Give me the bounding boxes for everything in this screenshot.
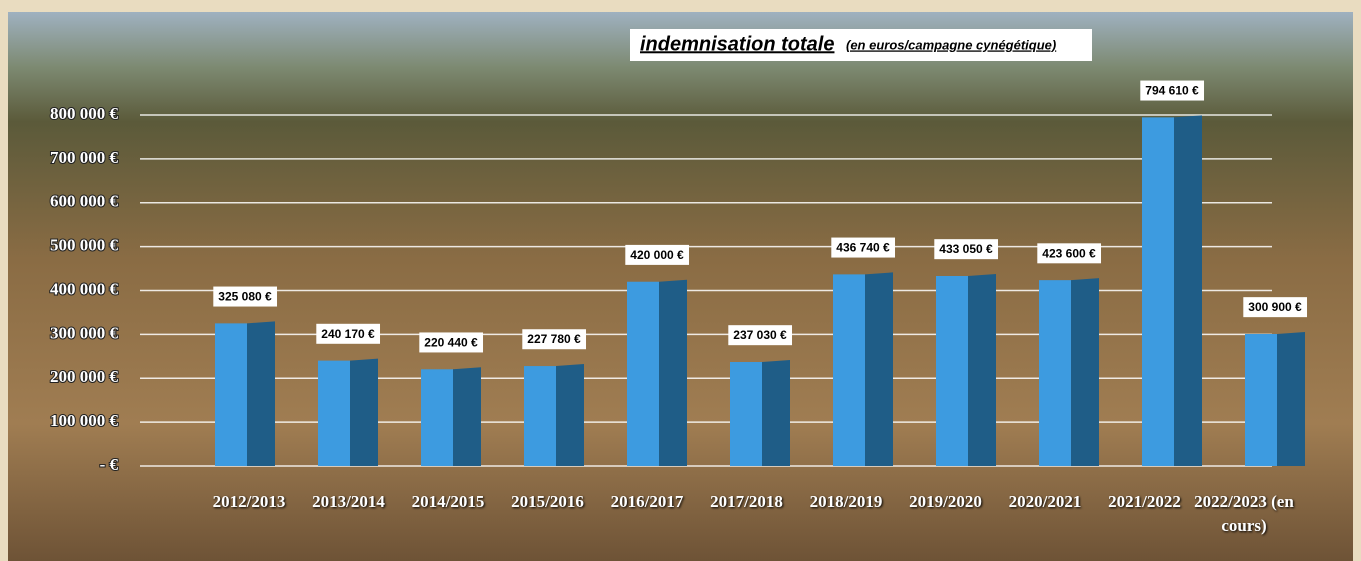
- data-label-box: [213, 286, 278, 307]
- data-label-box: [316, 323, 381, 344]
- y-tick-label: 200 000 €: [50, 367, 119, 386]
- bar: [1245, 333, 1277, 466]
- bar: [730, 362, 762, 466]
- bar: [215, 323, 247, 466]
- chart-subtitle: (en euros/campagne cynégétique): [846, 37, 1056, 52]
- title-box: [630, 29, 1092, 61]
- bar: [421, 369, 453, 466]
- bar-side: [659, 279, 687, 466]
- x-tick-label: 2019/2020: [909, 492, 982, 511]
- x-tick-label: 2021/2022: [1108, 492, 1181, 511]
- bar: [833, 274, 865, 466]
- bar: [936, 275, 968, 466]
- bar-side: [968, 273, 996, 466]
- bar: [627, 281, 659, 466]
- y-tick-label: - €: [100, 455, 119, 474]
- bar: [1039, 280, 1071, 466]
- data-label-box: [1140, 80, 1205, 101]
- x-tick-label: 2017/2018: [710, 492, 783, 511]
- y-tick-label: 400 000 €: [50, 279, 119, 298]
- data-label: 433 050 €: [939, 242, 993, 256]
- bar-side: [762, 360, 790, 466]
- bar-side: [865, 272, 893, 466]
- data-label: 237 030 €: [733, 328, 787, 342]
- data-label: 436 740 €: [836, 241, 890, 255]
- x-tick-label: 2020/2021: [1008, 492, 1082, 511]
- bar-side: [453, 367, 481, 466]
- data-label: 240 170 €: [321, 327, 375, 341]
- data-label: 227 780 €: [527, 332, 581, 346]
- y-tick-label: 300 000 €: [50, 323, 119, 342]
- bar-side: [350, 358, 378, 466]
- data-label-box: [625, 244, 690, 265]
- data-label-box: [419, 332, 484, 353]
- data-label: 420 000 €: [630, 248, 684, 262]
- y-tick-label: 500 000 €: [50, 236, 119, 255]
- bar-side: [1277, 331, 1305, 466]
- y-tick-label: 700 000 €: [50, 148, 119, 167]
- x-tick-label: 2015/2016: [511, 492, 584, 511]
- x-tick-label: 2013/2014: [312, 492, 385, 511]
- bar: [524, 366, 556, 466]
- bar-side: [556, 364, 584, 466]
- x-tick-label: 2022/2023 (en cours): [1194, 492, 1294, 535]
- y-tick-label: 600 000 €: [50, 192, 119, 211]
- chart-title: indemnisation totale: [640, 33, 834, 55]
- x-tick-label: 2016/2017: [610, 492, 684, 511]
- bar: [1142, 117, 1174, 466]
- data-label: 423 600 €: [1042, 246, 1096, 260]
- data-label: 794 610 €: [1145, 84, 1199, 98]
- data-label-box: [934, 239, 999, 260]
- x-tick-label: 2018/2019: [809, 492, 883, 511]
- bar: [318, 360, 350, 466]
- y-tick-label: 800 000 €: [50, 104, 119, 123]
- data-label-box: [831, 237, 896, 258]
- data-label: 325 080 €: [218, 290, 272, 304]
- data-label-box: [1243, 297, 1308, 318]
- data-label-box: [522, 329, 587, 350]
- data-label: 300 900 €: [1248, 300, 1302, 314]
- bar-side: [1174, 115, 1202, 466]
- data-label: 220 440 €: [424, 335, 478, 349]
- bar-side: [1071, 278, 1099, 466]
- bar-side: [247, 321, 275, 466]
- data-label-box: [1037, 243, 1102, 264]
- y-tick-label: 100 000 €: [50, 411, 119, 430]
- data-label-box: [728, 325, 793, 346]
- x-tick-label: 2012/2013: [212, 492, 286, 511]
- x-tick-label: 2014/2015: [411, 492, 485, 511]
